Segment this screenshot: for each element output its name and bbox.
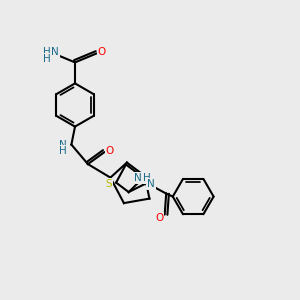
Text: S: S: [105, 179, 112, 189]
Text: H: H: [143, 173, 151, 183]
Text: O: O: [155, 213, 164, 223]
Text: N: N: [59, 140, 67, 150]
Text: H: H: [59, 146, 67, 156]
Text: O: O: [106, 146, 114, 156]
Text: N: N: [51, 47, 59, 57]
Text: O: O: [98, 47, 106, 57]
Text: N: N: [134, 173, 142, 183]
Text: H: H: [43, 47, 51, 57]
Text: H: H: [43, 54, 51, 64]
Text: N: N: [147, 179, 155, 189]
